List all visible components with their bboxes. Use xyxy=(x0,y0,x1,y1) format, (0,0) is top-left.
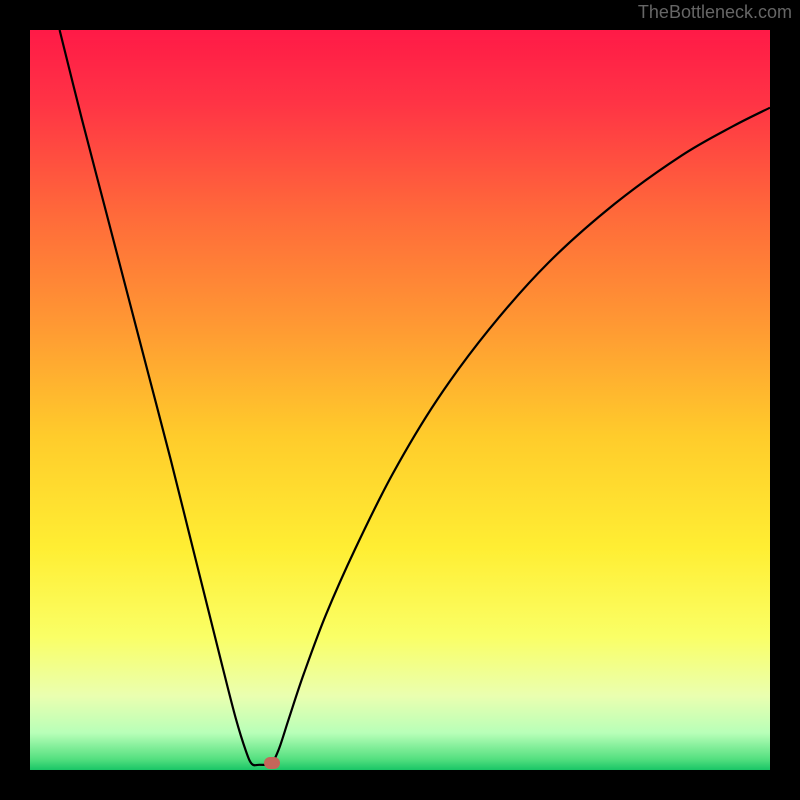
plot-area xyxy=(30,30,770,770)
bottleneck-curve xyxy=(30,30,770,770)
optimal-point-marker xyxy=(264,757,280,769)
watermark-text: TheBottleneck.com xyxy=(638,2,792,23)
